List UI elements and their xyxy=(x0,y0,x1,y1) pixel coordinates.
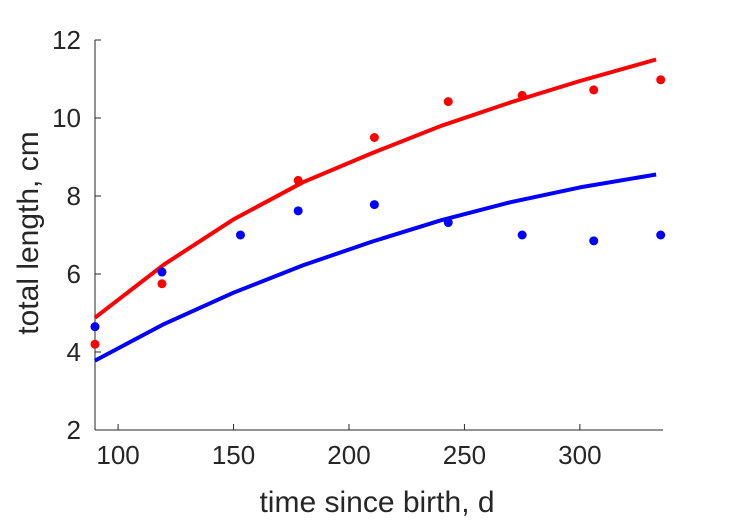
data-point xyxy=(157,267,167,277)
y-tick-label: 6 xyxy=(67,259,81,289)
x-axis-title: time since birth, d xyxy=(259,486,494,519)
x-tick-label: 150 xyxy=(212,440,255,470)
data-point xyxy=(235,230,245,240)
y-tick-label: 12 xyxy=(52,25,81,55)
data-point xyxy=(293,175,303,185)
data-point xyxy=(369,200,379,210)
y-axis: 2 4 6 8 10 12 xyxy=(52,25,101,445)
x-tick-label: 250 xyxy=(443,440,486,470)
data-point xyxy=(90,339,100,349)
x-axis: 100 150 200 250 300 xyxy=(95,424,663,470)
y-ticks: 2 4 6 8 10 12 xyxy=(52,25,101,445)
x-tick-label: 300 xyxy=(558,440,601,470)
data-point xyxy=(517,90,527,100)
fit-lines xyxy=(93,57,657,363)
data-point xyxy=(589,236,599,246)
data-point xyxy=(443,97,453,107)
y-tick-label: 4 xyxy=(67,337,81,367)
data-point xyxy=(656,230,666,240)
data-point xyxy=(157,279,167,289)
data-point xyxy=(443,218,453,228)
y-axis-title: total length, cm xyxy=(12,131,45,334)
data-point xyxy=(293,206,303,216)
fit-line-3 xyxy=(94,172,657,363)
y-tick-label: 8 xyxy=(67,181,81,211)
data-point xyxy=(90,322,100,332)
data-points xyxy=(90,75,666,349)
data-point xyxy=(517,230,527,240)
y-tick-label: 2 xyxy=(67,415,81,445)
data-point xyxy=(369,133,379,142)
data-point xyxy=(656,75,666,85)
y-tick-label: 10 xyxy=(52,103,81,133)
x-tick-label: 100 xyxy=(96,440,139,470)
data-point xyxy=(589,85,599,95)
fit-line-2 xyxy=(93,57,657,320)
x-tick-label: 200 xyxy=(327,440,370,470)
x-ticks: 100 150 200 250 300 xyxy=(96,424,602,470)
